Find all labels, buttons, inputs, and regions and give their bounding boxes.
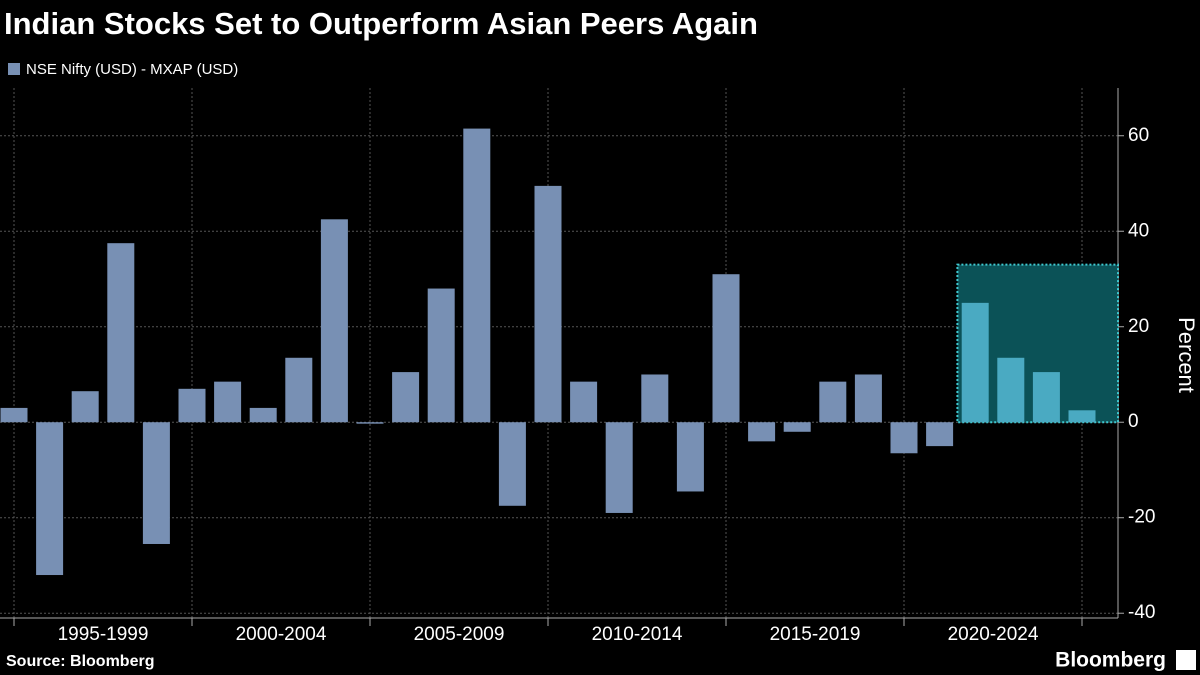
bar: [570, 381, 598, 423]
x-tick-label: 2015-2019: [770, 624, 861, 645]
bar: [783, 422, 811, 432]
bar: [641, 374, 669, 423]
brand: Bloomberg: [1055, 649, 1166, 672]
bar: [142, 422, 170, 544]
x-tick-label: 2000-2004: [236, 624, 327, 645]
bar: [1068, 410, 1096, 423]
source: Source: Bloomberg: [6, 653, 154, 670]
y-tick-label: -20: [1128, 507, 1155, 528]
bar: [36, 422, 64, 576]
bar: [463, 128, 491, 423]
bar: [890, 422, 918, 454]
x-tick-label: 2010-2014: [592, 624, 683, 645]
y-tick-label: 40: [1128, 220, 1149, 241]
legend-label: NSE Nifty (USD) - MXAP (USD): [26, 61, 238, 78]
bar: [748, 422, 776, 442]
y-tick-label: 20: [1128, 316, 1149, 337]
x-tick-label: 1995-1999: [58, 624, 149, 645]
bar: [997, 357, 1025, 423]
bar: [926, 422, 954, 447]
bar: [178, 388, 206, 423]
x-tick-label: 2020-2024: [948, 624, 1039, 645]
bar: [214, 381, 242, 423]
bar: [712, 274, 740, 423]
bar: [498, 422, 526, 506]
bar: [249, 407, 277, 423]
chart-title: Indian Stocks Set to Outperform Asian Pe…: [4, 6, 758, 41]
bar: [676, 422, 704, 492]
y-tick-label: -40: [1128, 602, 1155, 623]
bar: [427, 288, 455, 423]
legend-swatch: [8, 63, 20, 75]
x-tick-label: 2005-2009: [414, 624, 505, 645]
bar: [0, 407, 28, 423]
bar: [285, 357, 313, 423]
bar: [71, 391, 99, 423]
bar: [1032, 372, 1060, 423]
y-axis-label: Percent: [1174, 317, 1199, 393]
brand-icon: [1176, 650, 1196, 670]
bar: [320, 219, 348, 423]
y-tick-label: 60: [1128, 125, 1149, 146]
bar: [392, 372, 420, 423]
bar: [107, 243, 135, 423]
bar: [819, 381, 847, 423]
bar: [605, 422, 633, 513]
y-tick-label: 0: [1128, 411, 1139, 432]
bar: [534, 185, 562, 423]
bar: [854, 374, 882, 423]
bar: [961, 302, 989, 423]
bar: [356, 422, 384, 424]
